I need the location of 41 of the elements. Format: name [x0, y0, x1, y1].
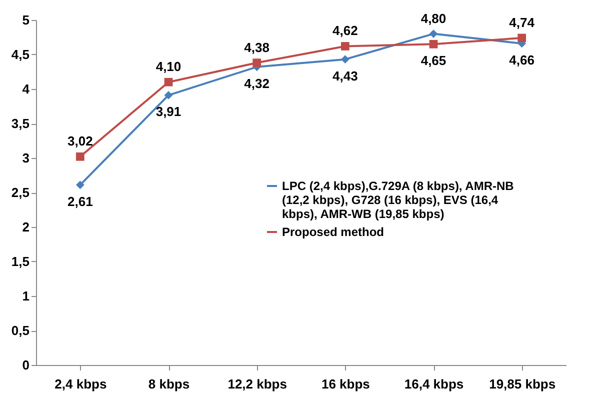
y-tick-label: 1: [22, 288, 30, 304]
data-label: 2,61: [68, 194, 93, 209]
data-label: 3,91: [156, 104, 182, 120]
data-label: 4,80: [420, 10, 446, 26]
y-tick-label: 0: [22, 358, 30, 372]
point: [340, 42, 350, 50]
data-label: 4,62: [332, 23, 358, 38]
y-tick-label: 0,5: [11, 323, 30, 338]
y-tick-label: 4,5: [11, 47, 30, 62]
point: [164, 78, 173, 86]
point: [164, 91, 173, 100]
legend-label: Proposed method: [282, 225, 384, 239]
y-tick-label: 1,5: [11, 254, 30, 269]
point: [76, 180, 84, 190]
x-tick-label: 2,4 kbps: [54, 376, 107, 392]
data-label: 4,66: [509, 52, 534, 68]
y-tick-label: 2,5: [11, 185, 30, 200]
point: [518, 34, 526, 42]
x-tick-label: 12,2 kbps: [228, 376, 287, 392]
data-label: 4,65: [420, 53, 446, 68]
point: [429, 40, 438, 48]
y-tick-label: 5: [22, 12, 30, 28]
data-label: 4,32: [244, 76, 270, 91]
legend-label: LPC (2,4 kbps),G.729A (8 kbps), AMR-NB (12,2 kbps), G728 (16 kbps), EVS (16,4 kbps), AMR-WB (19,85 kbps): [282, 179, 514, 221]
x-tick-label: 8 kbps: [148, 376, 190, 392]
data-label: 4,38: [244, 40, 270, 55]
data-label: 4,10: [156, 59, 182, 74]
y-tick-label: 2: [22, 220, 30, 234]
data-label: 4,43: [332, 68, 358, 84]
y-tick-label: 3: [22, 150, 30, 166]
x-tick-label: 16,4 kbps: [404, 376, 464, 392]
y-tick-label: 4: [22, 82, 30, 96]
point: [429, 30, 438, 38]
point: [340, 55, 350, 64]
point: [76, 152, 84, 161]
point: [252, 58, 262, 67]
y-tick-label: 3,5: [11, 116, 30, 131]
x-tick-label: 19,85 kbps: [489, 376, 556, 392]
data-label: 4,74: [509, 14, 536, 30]
x-tick-label: 16 kbps: [321, 376, 370, 392]
data-label: 3,02: [68, 134, 93, 149]
